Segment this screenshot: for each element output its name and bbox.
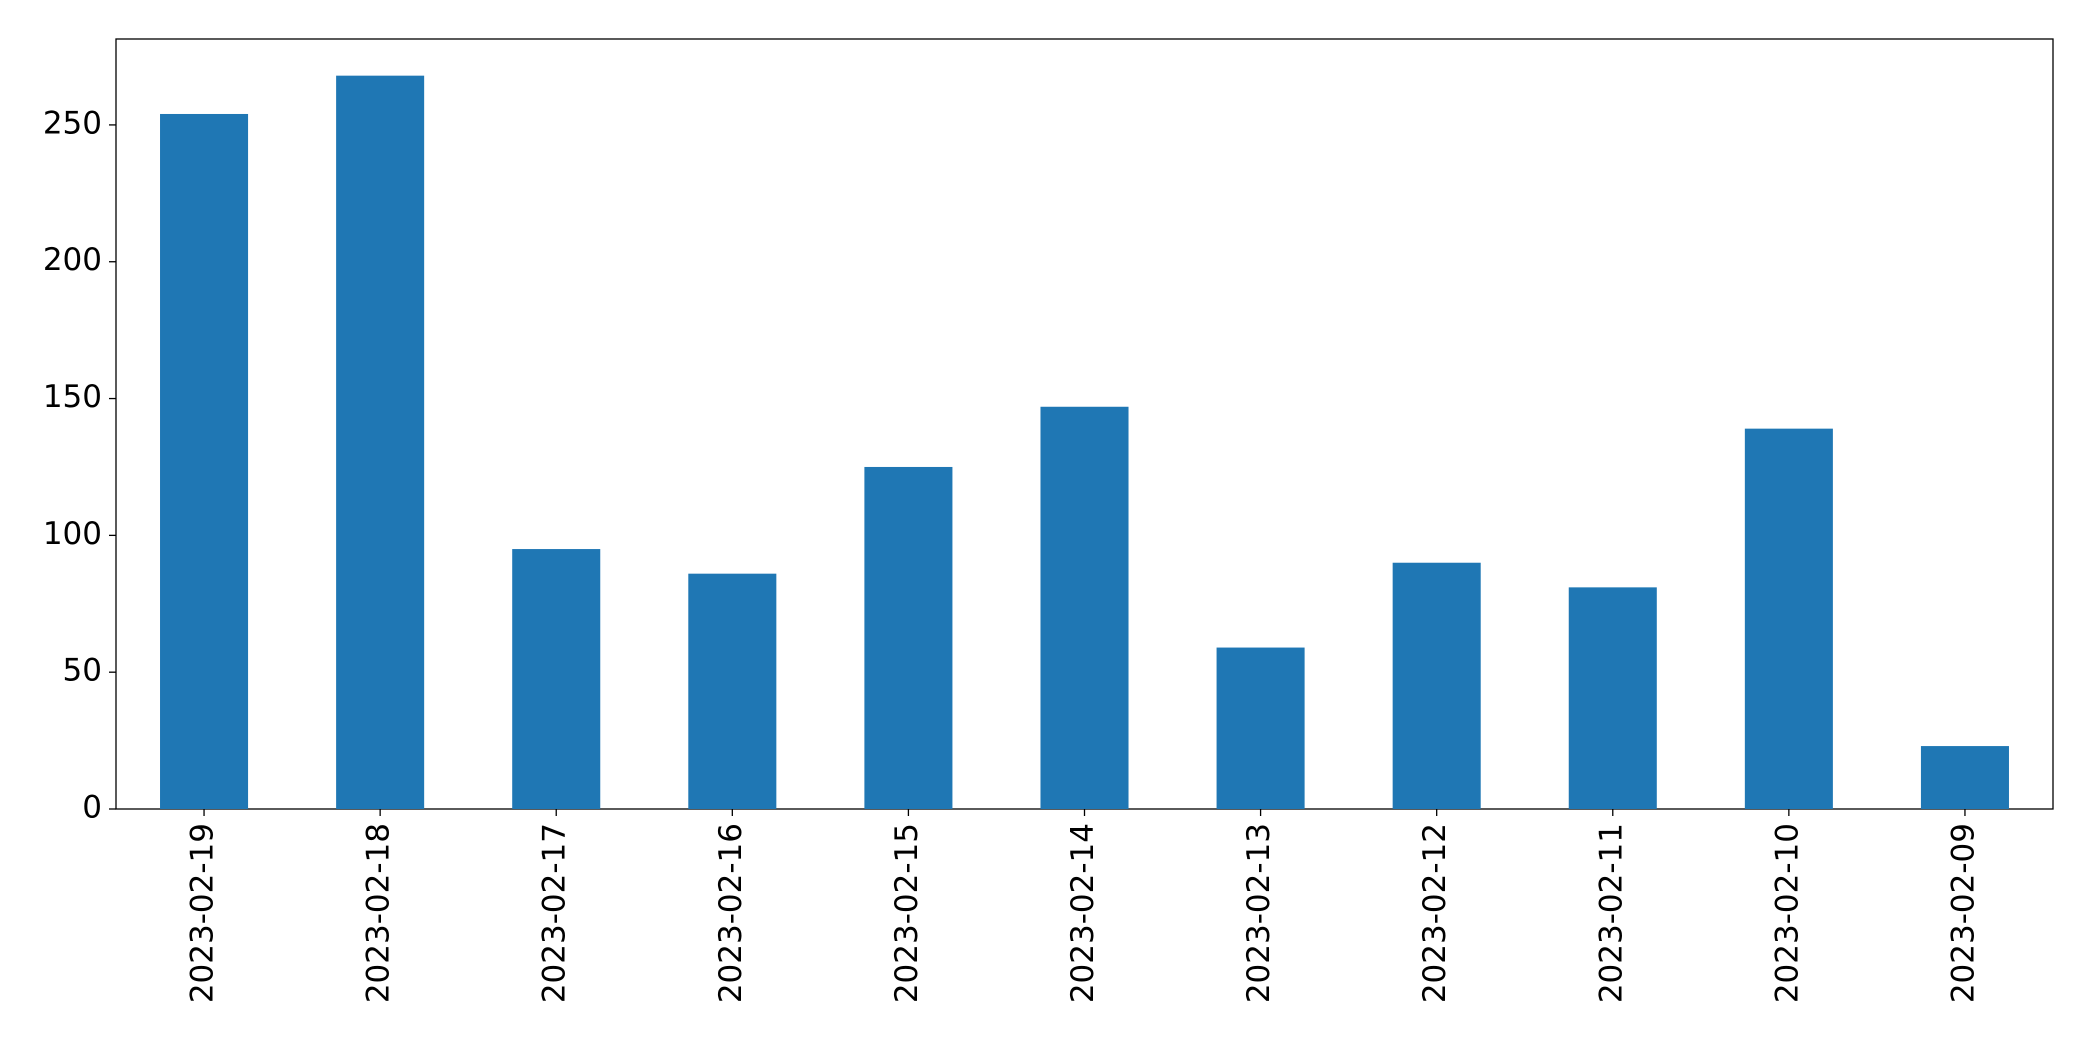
bar [160,113,249,810]
bar [512,549,601,809]
bar [1392,562,1481,809]
y-tick-label: 200 [43,242,102,278]
bar [1040,406,1129,809]
x-tick-label: 2023-02-19 [185,823,221,1003]
x-tick-label: 2023-02-18 [361,823,397,1003]
x-tick-label: 2023-02-12 [1417,823,1453,1003]
bar [864,466,953,809]
x-tick-label: 2023-02-09 [1945,823,1981,1003]
x-tick-label: 2023-02-10 [1769,823,1805,1003]
x-tick-label: 2023-02-14 [1065,823,1101,1003]
bar [1744,428,1833,809]
x-tick-label: 2023-02-17 [537,823,573,1003]
y-tick-label: 50 [63,653,102,689]
y-tick-label: 100 [43,516,102,552]
bar [336,75,425,809]
x-tick-label: 2023-02-13 [1241,823,1277,1003]
bar [688,573,777,809]
y-tick-label: 150 [43,379,102,415]
x-tick-label: 2023-02-15 [889,823,925,1003]
y-tick-label: 250 [43,105,102,141]
x-tick-label: 2023-02-11 [1593,823,1629,1003]
bar [1568,587,1657,809]
bar [1920,746,2009,809]
y-tick-label: 0 [82,790,102,826]
x-tick-label: 2023-02-16 [713,823,749,1003]
bar [1216,647,1305,809]
